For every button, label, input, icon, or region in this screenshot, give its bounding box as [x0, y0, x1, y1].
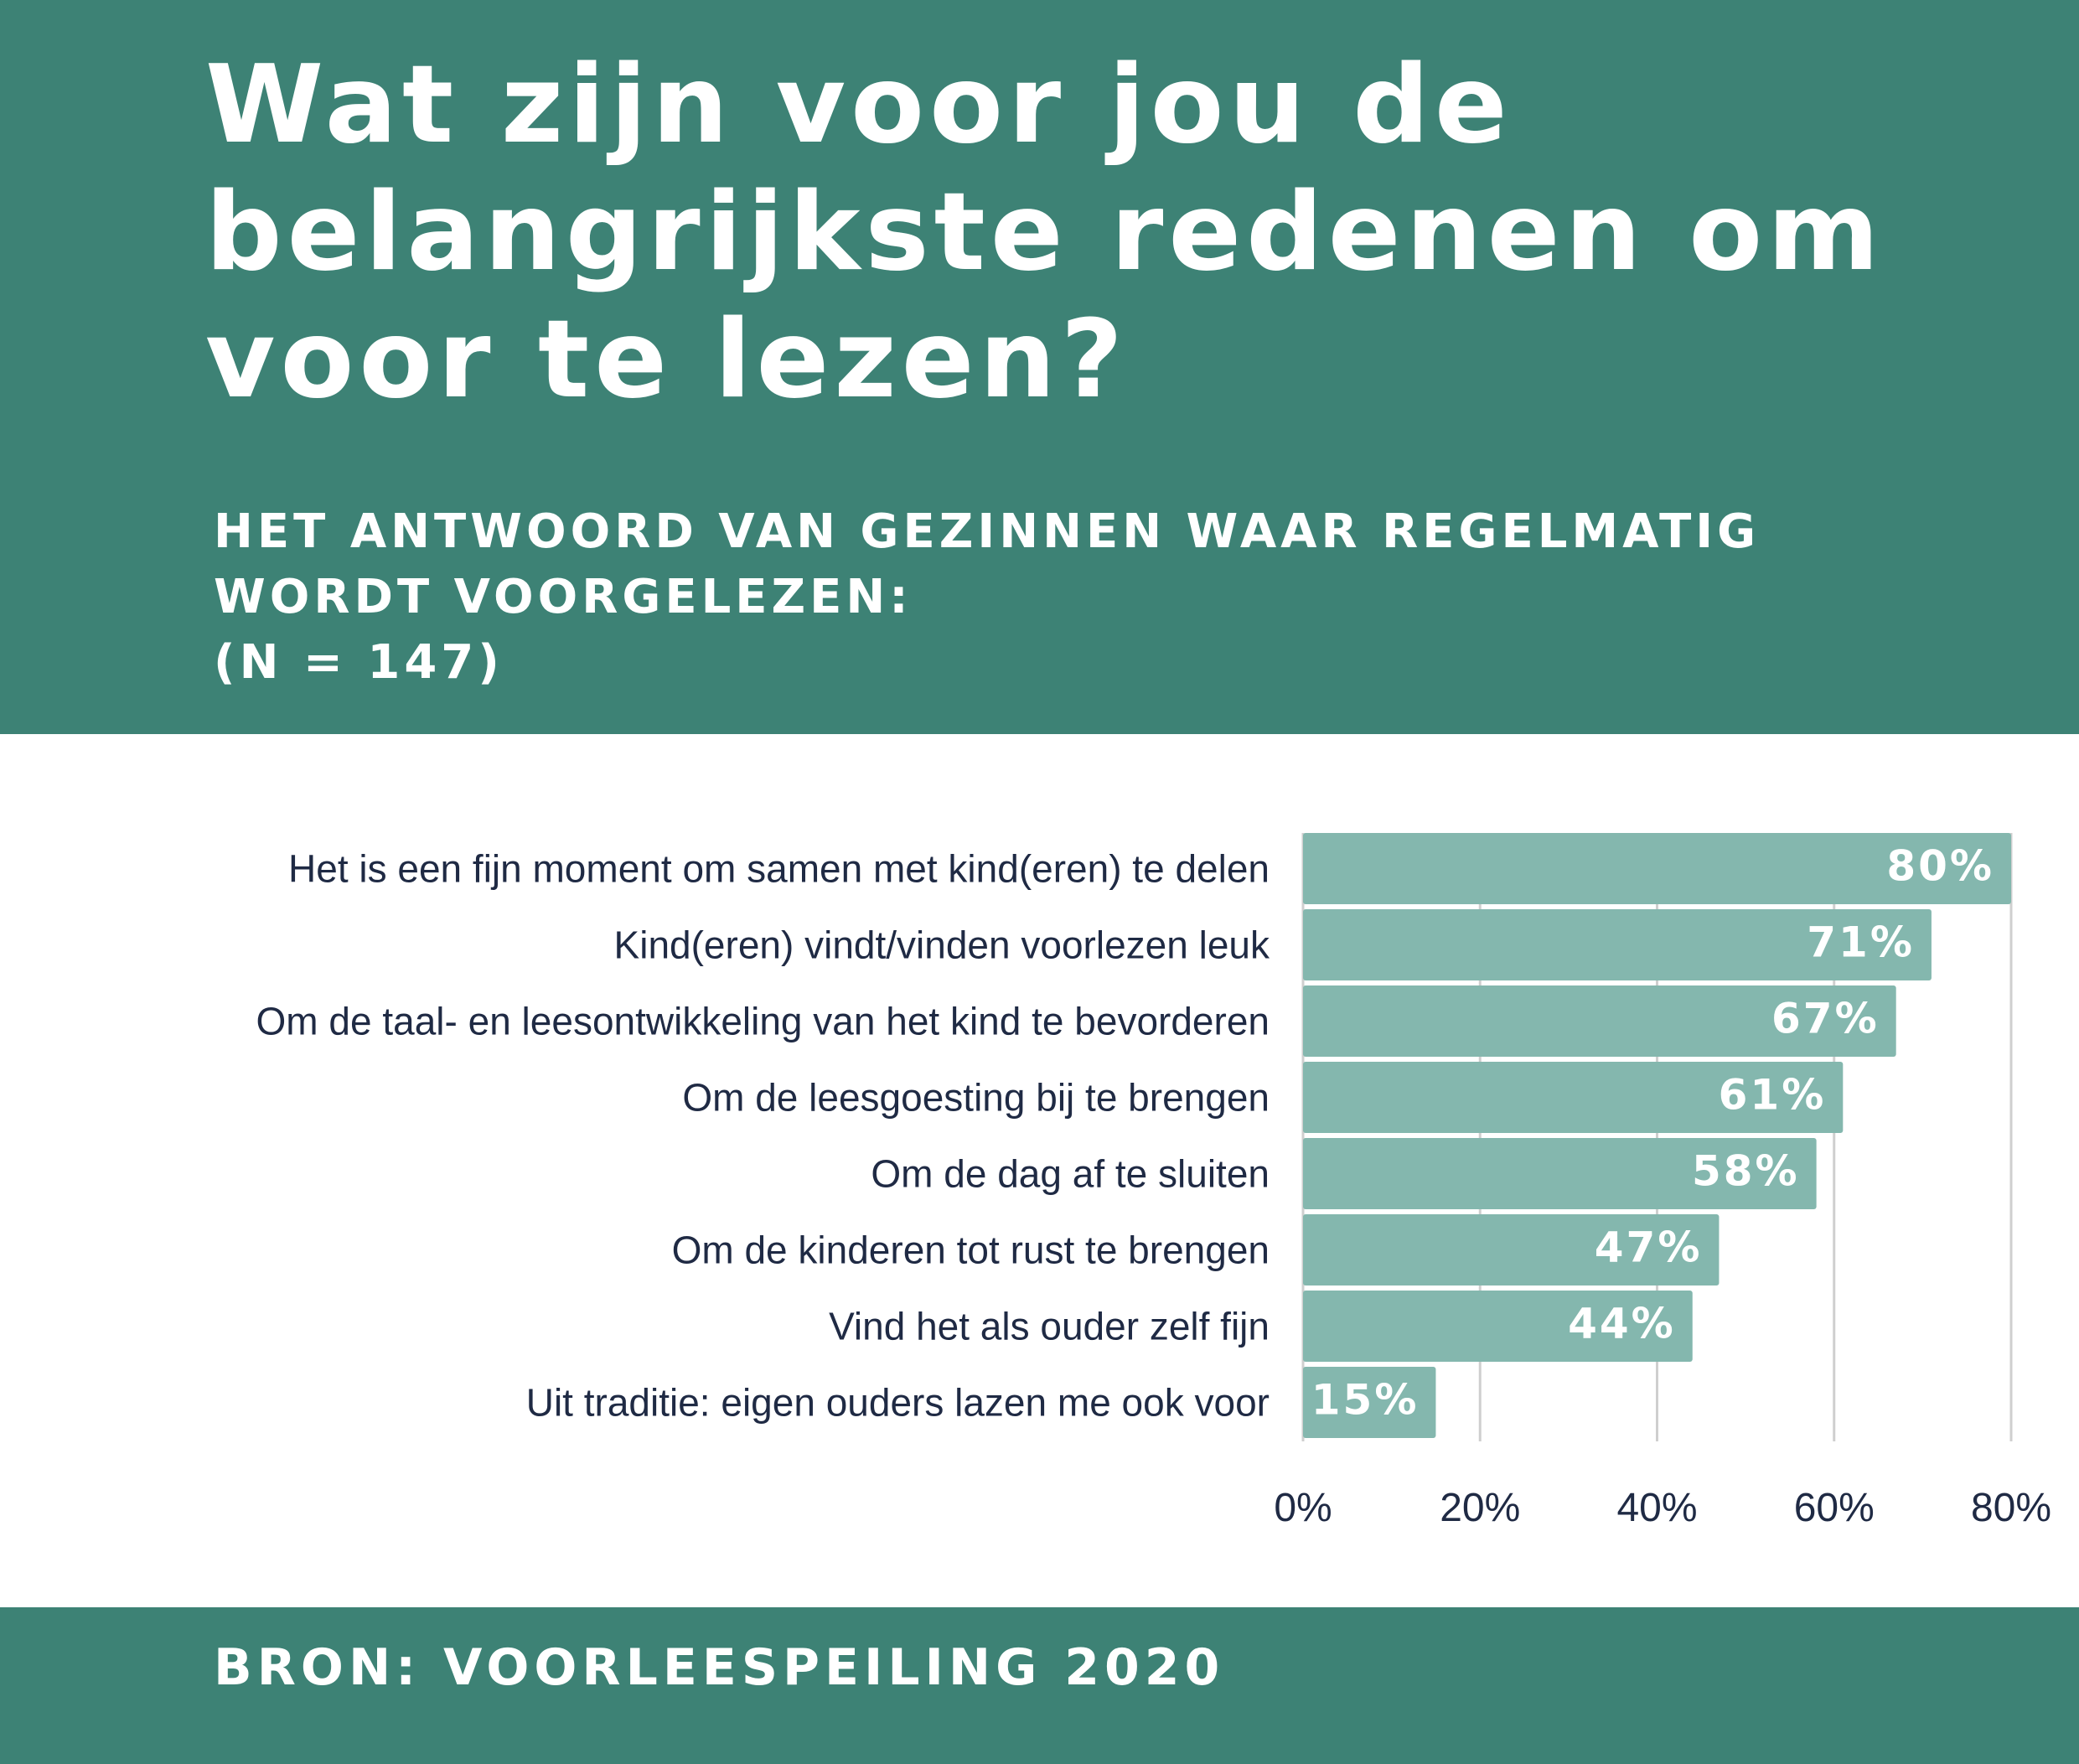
category-label: Vind het als ouder zelf fijn: [829, 1305, 1270, 1348]
category-label: Uit traditie: eigen ouders lazen me ook …: [526, 1381, 1270, 1425]
source-note: BRON: VOORLEESPEILING 2020: [214, 1638, 1225, 1697]
value-label: 61%: [1719, 1071, 1827, 1120]
category-label: Kind(eren) vindt/vinden voorlezen leuk: [614, 923, 1270, 967]
subtitle-line: WORDT VOORGELEZEN:: [214, 570, 913, 624]
x-tick-label: 80%: [1971, 1486, 2051, 1530]
category-label: Om de kinderen tot rust te brengen: [672, 1229, 1270, 1272]
x-tick-label: 40%: [1616, 1486, 1697, 1530]
value-label: 71%: [1807, 918, 1915, 967]
value-label: 15%: [1311, 1376, 1420, 1425]
bar: [1303, 909, 1932, 980]
category-label: Om de taal- en leesontwikkeling van het …: [256, 1000, 1270, 1043]
value-label: 47%: [1595, 1223, 1703, 1272]
footer-banner: [0, 1607, 2079, 1764]
bar: [1303, 1214, 1720, 1285]
bar-chart: Het is een fijn moment om samen met kind…: [0, 734, 2079, 1607]
value-label: 44%: [1568, 1300, 1676, 1348]
chart-subtitle: HET ANTWOORD VAN GEZINNEN WAAR REGELMATI…: [214, 499, 2015, 696]
category-label: Om de leesgoesting bij te brengen: [682, 1076, 1270, 1120]
category-label: Om de dag af te sluiten: [871, 1152, 1270, 1196]
bar: [1303, 1062, 1844, 1133]
subtitle-line: HET ANTWOORD VAN GEZINNEN WAAR REGELMATI…: [214, 504, 1761, 559]
bar: [1303, 1291, 1693, 1362]
header-banner: Wat zijn voor jou de belangrijkste reden…: [0, 0, 2079, 734]
x-tick-label: 60%: [1794, 1486, 1875, 1530]
x-tick-label: 0%: [1274, 1486, 1332, 1530]
bar: [1303, 1367, 1436, 1438]
page-title: Wat zijn voor jou de belangrijkste reden…: [205, 43, 1885, 422]
value-label: 58%: [1692, 1147, 1800, 1196]
category-label: Het is een fijn moment om samen met kind…: [288, 847, 1270, 891]
bar: [1303, 833, 2011, 904]
bar: [1303, 1138, 1817, 1209]
bar: [1303, 985, 1896, 1057]
bar-chart-svg: Het is een fijn moment om samen met kind…: [256, 833, 2051, 1530]
value-label: 67%: [1771, 995, 1880, 1043]
subtitle-line: (N = 147): [214, 635, 504, 690]
value-label: 80%: [1886, 842, 1994, 891]
x-tick-label: 20%: [1440, 1486, 1520, 1530]
